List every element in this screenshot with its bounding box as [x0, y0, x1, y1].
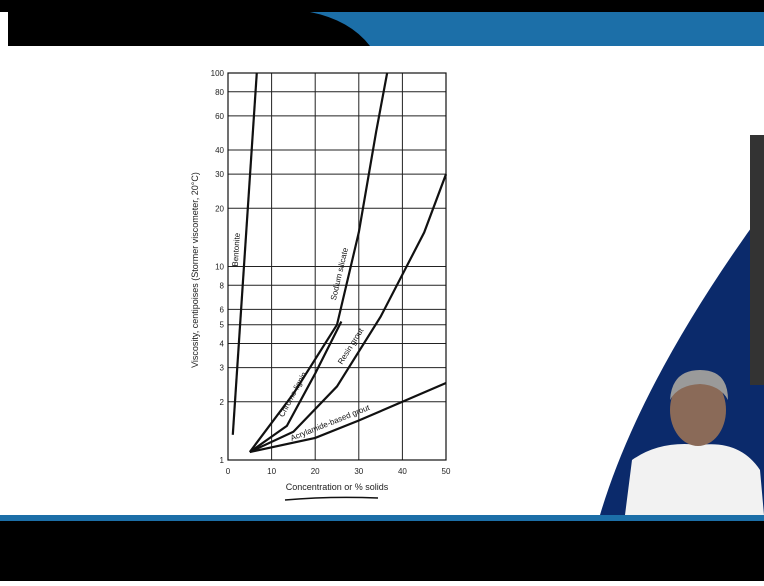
y-tick-label: 1 [220, 456, 225, 465]
x-tick-label: 20 [311, 467, 320, 476]
y-tick-label: 20 [215, 204, 224, 213]
y-tick-label: 10 [215, 263, 224, 272]
footer-bar [0, 521, 764, 581]
y-tick-label: 4 [220, 340, 225, 349]
x-tick-label: 10 [267, 467, 276, 476]
y-tick-label: 40 [215, 146, 224, 155]
y-axis-label: Viscosity, centipoises (Stormer viscomet… [190, 172, 200, 368]
toolbar [750, 135, 764, 385]
x-tick-label: 0 [226, 467, 231, 476]
y-tick-label: 60 [215, 112, 224, 121]
slide: Concentration or % solids Viscosity, cen… [0, 0, 764, 581]
y-tick-label: 8 [220, 281, 225, 290]
y-tick-label: 5 [220, 321, 225, 330]
y-tick-label: 30 [215, 170, 224, 179]
y-tick-label: 6 [220, 305, 225, 314]
footer-accent [0, 515, 764, 521]
top-border [0, 0, 764, 12]
y-tick-label: 3 [220, 364, 225, 373]
y-tick-label: 2 [220, 398, 225, 407]
header-accent [310, 12, 764, 46]
x-axis-label: Concentration or % solids [286, 482, 389, 492]
y-tick-label: 80 [215, 88, 224, 97]
x-tick-label: 30 [354, 467, 363, 476]
x-tick-label: 50 [442, 467, 451, 476]
y-tick-label: 100 [211, 69, 225, 78]
x-tick-label: 40 [398, 467, 407, 476]
